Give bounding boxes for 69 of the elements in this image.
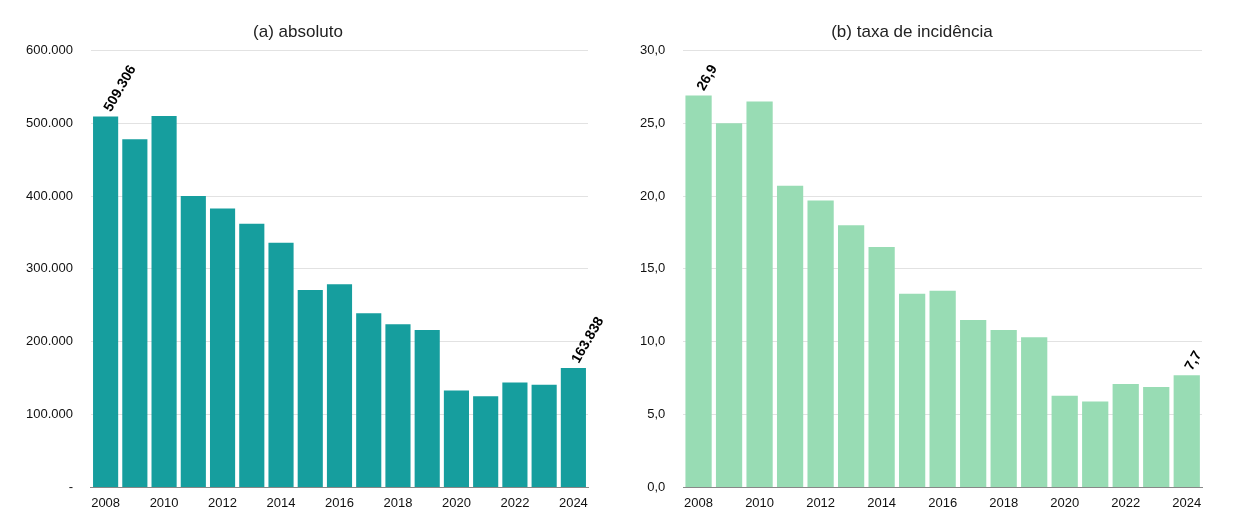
bar <box>1143 386 1170 487</box>
bar <box>1082 401 1109 487</box>
bar <box>122 139 148 487</box>
bar <box>385 324 411 487</box>
x-tick-label: 2022 <box>1111 494 1141 510</box>
bar <box>960 319 987 487</box>
y-tick-label: 600.000 <box>25 41 73 57</box>
x-tick-label: 2016 <box>325 494 354 510</box>
bar <box>1051 395 1078 487</box>
bar <box>297 290 323 487</box>
x-tick-label: 2016 <box>928 494 958 510</box>
bar <box>715 123 743 487</box>
bar <box>180 196 206 487</box>
x-tick-label: 2024 <box>558 494 588 510</box>
bar <box>356 313 382 487</box>
bar <box>151 115 177 487</box>
x-tick-label: 2012 <box>208 494 238 510</box>
chart-title: (b) taxa de incidência <box>831 21 994 41</box>
x-tick-label: 2018 <box>383 494 413 510</box>
chart-title: (a) absoluto <box>253 21 343 41</box>
y-tick-label: 5,0 <box>647 406 666 422</box>
y-tick-label: 20,0 <box>639 187 666 203</box>
x-tick-label: 2020 <box>441 494 471 510</box>
bar <box>93 116 119 487</box>
bar <box>1112 383 1139 487</box>
y-tick-label: 500.000 <box>25 114 73 130</box>
data-label: 7,7 <box>1180 347 1205 373</box>
bar <box>473 396 499 487</box>
y-tick-label: 25,0 <box>639 114 666 130</box>
bar <box>209 208 236 487</box>
y-tick-label: - <box>68 478 73 494</box>
bar <box>929 290 956 487</box>
bar <box>326 284 353 487</box>
bar <box>560 368 586 487</box>
x-tick-label: 2010 <box>149 494 179 510</box>
bar <box>868 247 895 487</box>
bar <box>502 382 528 487</box>
x-tick-label: 2022 <box>500 494 530 510</box>
x-tick-label: 2012 <box>806 494 836 510</box>
bar <box>685 95 712 487</box>
bar <box>268 242 294 487</box>
x-tick-label: 2020 <box>1050 494 1080 510</box>
x-tick-label: 2008 <box>91 494 121 510</box>
x-tick-label: 2018 <box>989 494 1019 510</box>
bar <box>807 200 834 487</box>
bar <box>414 330 440 487</box>
bar <box>776 185 804 487</box>
x-tick-label: 2010 <box>745 494 775 510</box>
y-tick-label: 15,0 <box>639 260 666 276</box>
bar <box>1021 337 1048 487</box>
y-tick-label: 200.000 <box>25 333 73 349</box>
x-tick-label: 2014 <box>867 494 897 510</box>
y-tick-label: 0,0 <box>647 478 666 494</box>
y-tick-label: 300.000 <box>25 260 73 276</box>
y-tick-label: 100.000 <box>25 406 73 422</box>
bar <box>239 223 265 487</box>
bar <box>443 390 470 487</box>
bar <box>899 293 926 487</box>
x-tick-label: 2024 <box>1172 494 1202 510</box>
bar <box>531 384 557 487</box>
x-tick-label: 2008 <box>684 494 714 510</box>
bar <box>990 330 1017 487</box>
bar <box>1173 375 1200 487</box>
bar <box>746 101 773 487</box>
x-tick-label: 2014 <box>266 494 296 510</box>
y-tick-label: 30,0 <box>639 41 666 57</box>
y-tick-label: 400.000 <box>25 187 73 203</box>
bar <box>838 225 865 487</box>
y-tick-label: 10,0 <box>639 333 666 349</box>
